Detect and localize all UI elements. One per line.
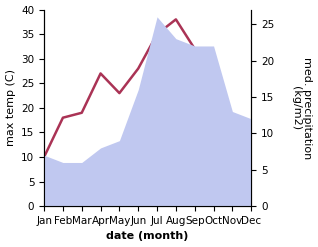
Y-axis label: max temp (C): max temp (C) xyxy=(5,69,16,146)
X-axis label: date (month): date (month) xyxy=(107,231,189,242)
Y-axis label: med. precipitation
(kg/m2): med. precipitation (kg/m2) xyxy=(291,57,313,159)
